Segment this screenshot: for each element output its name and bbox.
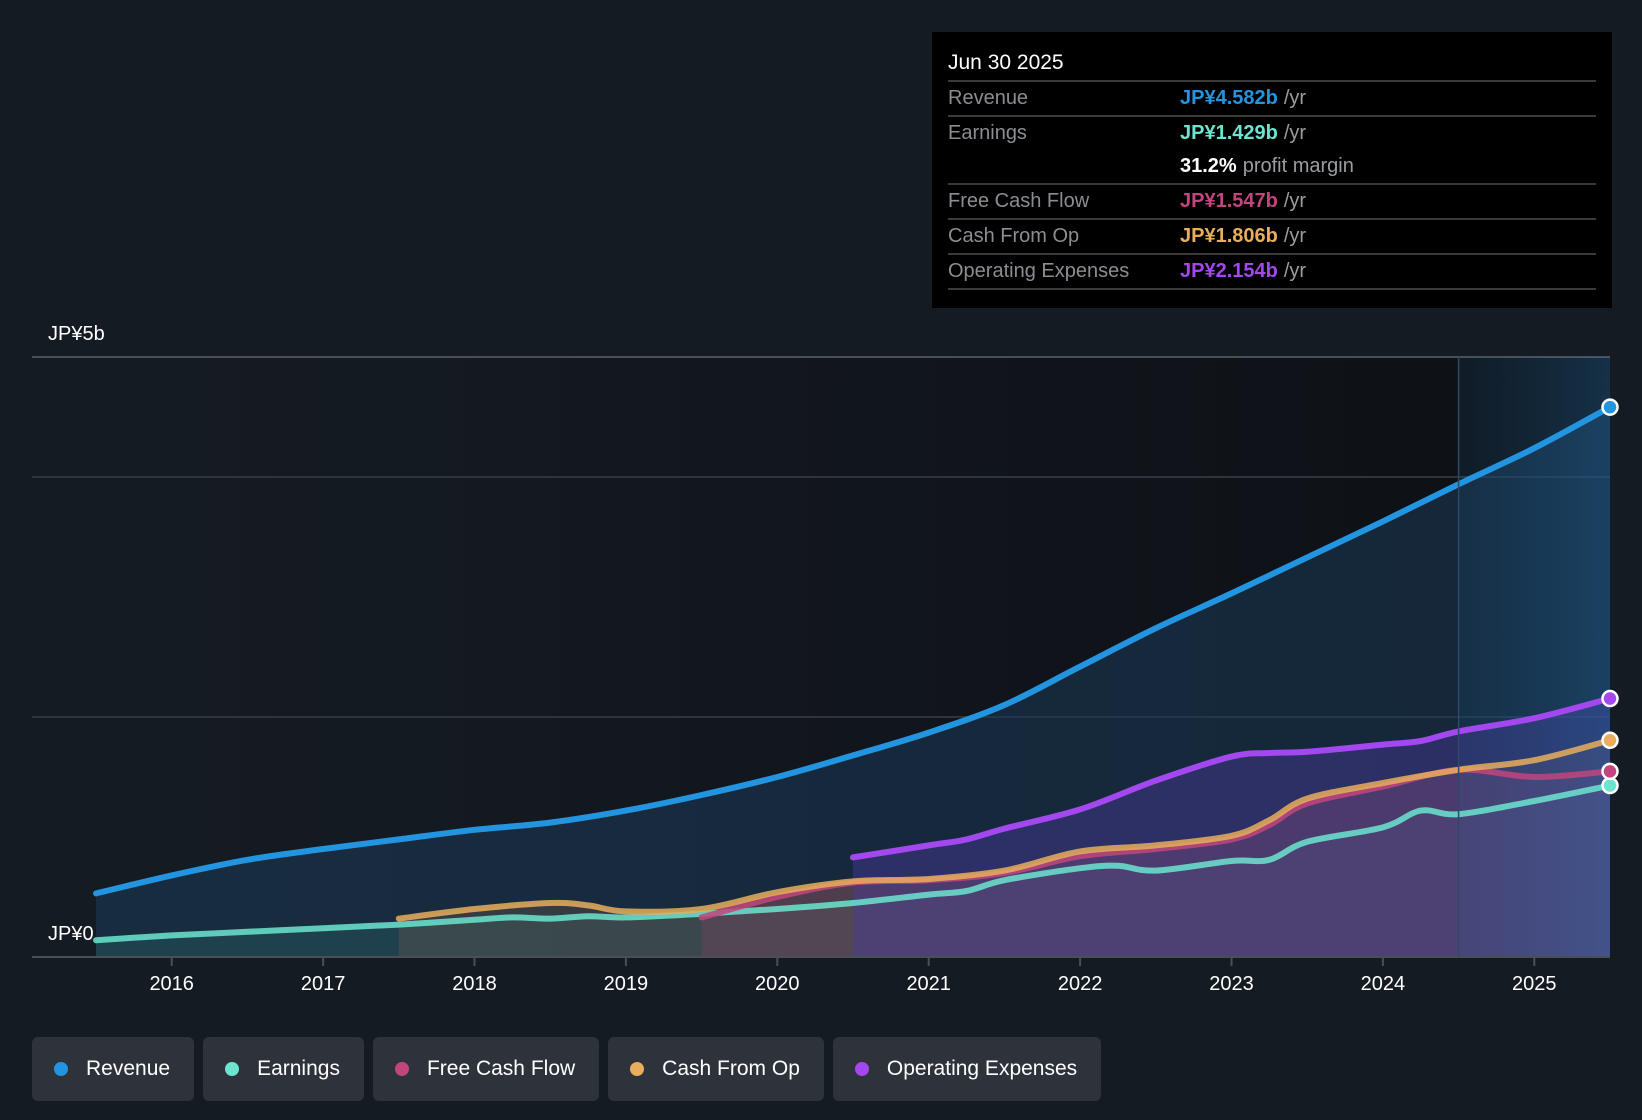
line-revenue: [93, 404, 1613, 897]
tooltip-unit: /yr: [1283, 225, 1307, 247]
tooltip-unit: /yr: [1283, 190, 1307, 212]
legend-dot-icon: [630, 1062, 645, 1076]
legend-label: Free Cash Flow: [426, 1057, 576, 1080]
legend-label: Earnings: [257, 1057, 340, 1080]
tooltip-row-revenue: Revenue JP¥4.582b /yr: [948, 82, 1596, 117]
tooltip-unit: /yr: [1283, 87, 1307, 109]
x-tick-label: 2017: [301, 973, 346, 995]
legend-label: Cash From Op: [662, 1057, 800, 1080]
tooltip-row-operating-expenses: Operating Expenses JP¥2.154b /yr: [948, 255, 1596, 290]
tooltip-label: Revenue: [948, 87, 1029, 109]
forecast-highlight-region: [1458, 357, 1610, 957]
tooltip-value: JP¥1.429b: [1180, 122, 1278, 144]
tooltip-row-profit-margin: 31.2% profit margin: [948, 150, 1596, 185]
line-earnings: [93, 782, 1613, 944]
legend-label: Operating Expenses: [886, 1057, 1078, 1080]
tooltip-value: 31.2%: [1180, 155, 1237, 177]
endpoint-revenue: [1601, 398, 1619, 416]
tooltip-row-free-cash-flow: Free Cash Flow JP¥1.547b /yr: [948, 185, 1596, 220]
tooltip-date: Jun 30 2025: [948, 46, 1596, 82]
x-tick-label: 2023: [1209, 973, 1254, 995]
endpoint-free-cash-flow: [1601, 762, 1619, 781]
x-tick-label: 2020: [755, 973, 800, 995]
legend-item-free-cash-flow[interactable]: Free Cash Flow: [372, 1037, 600, 1101]
legend-item-earnings[interactable]: Earnings: [203, 1037, 364, 1101]
legend-item-revenue[interactable]: Revenue: [32, 1037, 195, 1101]
x-tick-label: 2018: [452, 973, 497, 995]
area-operating-expenses: [853, 698, 1610, 957]
tooltip-label: Cash From Op: [948, 225, 1080, 247]
x-tick-label: 2016: [149, 973, 194, 995]
legend-item-operating-expenses[interactable]: Operating Expenses: [832, 1037, 1102, 1101]
tooltip-value: JP¥2.154b: [1180, 260, 1278, 282]
legend-dot-icon: [54, 1062, 68, 1076]
line-cash-from-op: [395, 737, 1613, 922]
tooltip-value: JP¥1.547b: [1180, 190, 1278, 212]
legend-label: Revenue: [86, 1057, 171, 1080]
legend-dot-icon: [854, 1062, 869, 1076]
x-axis-ticks: 2016 2017 2018 2019 2020 2021 2022 2023 2024 2025: [149, 957, 1557, 995]
x-tick-label: 2022: [1058, 973, 1103, 995]
y-tick-label-zero: JP¥0: [48, 923, 94, 945]
tooltip-unit: /yr: [1283, 122, 1307, 144]
area-earnings: [96, 785, 1610, 957]
series-areas: [96, 407, 1610, 957]
x-tick-label: 2021: [906, 973, 951, 995]
legend-item-cash-from-op[interactable]: Cash From Op: [608, 1037, 824, 1101]
tooltip-label: Operating Expenses: [948, 260, 1130, 282]
area-free-cash-flow: [701, 769, 1610, 957]
tooltip-label: Free Cash Flow: [948, 190, 1090, 212]
endpoint-earnings: [1601, 776, 1619, 795]
tooltip-row-earnings: Earnings JP¥1.429b /yr: [948, 117, 1596, 150]
tooltip-value: JP¥1.806b: [1180, 225, 1278, 247]
tooltip-unit: profit margin: [1242, 155, 1354, 177]
legend-dot-icon: [225, 1062, 240, 1076]
area-cash-from-op: [398, 740, 1610, 957]
tooltip-label: Earnings: [948, 122, 1027, 144]
tooltip-unit: /yr: [1283, 260, 1307, 282]
legend-dot-icon: [394, 1062, 409, 1076]
tooltip-label: [948, 150, 1180, 183]
endpoint-cash-from-op: [1601, 731, 1619, 750]
tooltip-row-cash-from-op: Cash From Op JP¥1.806b /yr: [948, 220, 1596, 255]
endpoint-operating-expenses: [1601, 689, 1619, 708]
x-tick-label: 2025: [1512, 973, 1557, 995]
x-tick-label: 2019: [604, 973, 649, 995]
area-revenue: [96, 407, 1610, 957]
tooltip-value: JP¥4.582b: [1180, 87, 1278, 109]
tooltip: Jun 30 2025 Revenue JP¥4.582b /yr Earnin…: [932, 32, 1612, 308]
legend: Revenue Earnings Free Cash Flow Cash Fro…: [32, 1037, 1102, 1101]
x-tick-label: 2024: [1361, 973, 1406, 995]
y-tick-label-max: JP¥5b: [48, 323, 105, 345]
series-endpoints: [1601, 398, 1619, 795]
